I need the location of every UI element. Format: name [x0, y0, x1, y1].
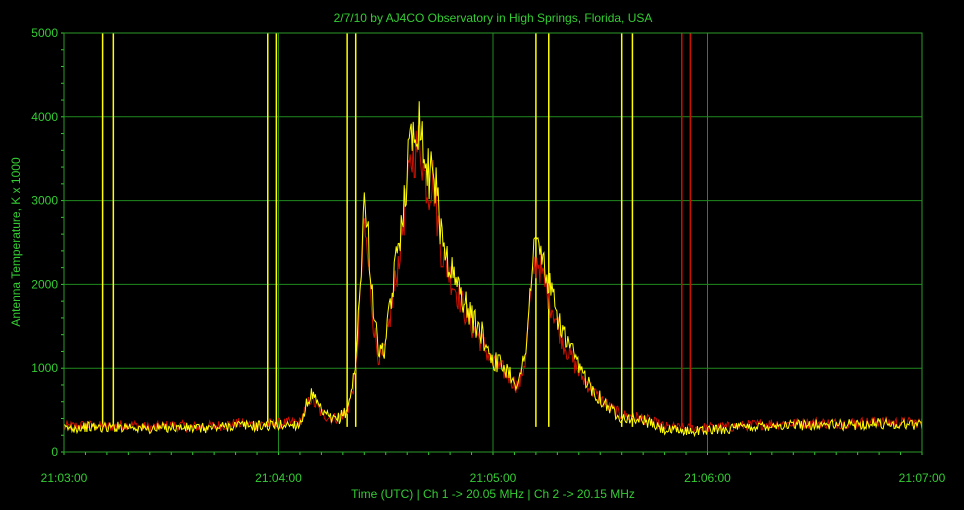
y-tick-label: 5000 — [31, 26, 58, 40]
y-tick-labels: 0 1000 2000 3000 4000 5000 — [31, 26, 58, 459]
x-tick-label: 21:07:00 — [899, 471, 946, 485]
y-tick-label: 2000 — [31, 277, 58, 291]
x-tick-label: 21:06:00 — [684, 471, 731, 485]
y-tick-label: 1000 — [31, 361, 58, 375]
y-tick-label: 4000 — [31, 110, 58, 124]
x-tick-label: 21:05:00 — [470, 471, 517, 485]
x-tick-labels: 21:03:00 21:04:00 21:05:00 21:06:00 21:07:00 — [41, 471, 946, 485]
x-axis-label: Time (UTC) | Ch 1 -> 20.05 MHz | Ch 2 ->… — [351, 487, 635, 501]
chart-title: 2/7/10 by AJ4CO Observatory in High Spri… — [334, 11, 653, 25]
x-tick-label: 21:03:00 — [41, 471, 88, 485]
data-series — [63, 101, 923, 438]
plot-frame — [63, 32, 923, 453]
x-tick-label: 21:04:00 — [255, 471, 302, 485]
y-tick-label: 3000 — [31, 194, 58, 208]
y-tick-label: 0 — [51, 445, 58, 459]
y-axis-label: Antenna Temperature, K x 1000 — [9, 157, 23, 327]
series-line — [63, 101, 923, 438]
